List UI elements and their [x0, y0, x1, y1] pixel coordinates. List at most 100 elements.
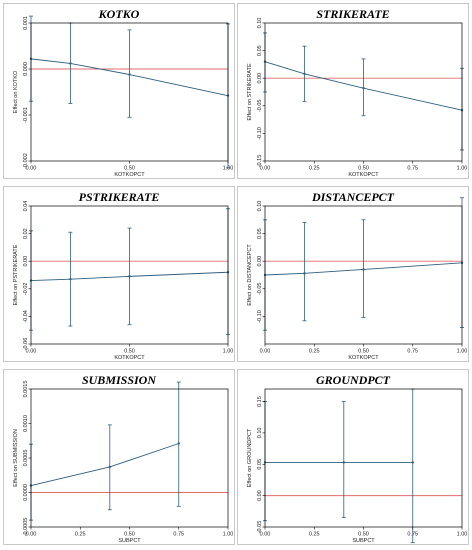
y-tick-label: 0.04	[23, 201, 29, 212]
y-tick-label: 0.02	[23, 228, 29, 239]
y-axis-label: Effect on KOTKO	[13, 70, 19, 113]
data-point	[128, 275, 131, 278]
series-line	[30, 443, 179, 487]
x-tick-label: 0.25	[309, 166, 320, 172]
data-point	[69, 277, 72, 281]
x-tick-label: 0.50	[358, 166, 369, 172]
y-tick-label: -0.05	[257, 521, 263, 534]
y-tick-label: 0.0000	[23, 484, 29, 501]
x-tick-label: 0.00	[260, 532, 271, 538]
x-axis-label: KOTKOPCT	[114, 172, 145, 178]
panel-title: PSTRIKERATE	[78, 190, 160, 204]
x-tick-label: 0.75	[407, 532, 418, 538]
x-tick-label: 0.75	[407, 349, 418, 355]
x-tick-label: 1.00	[457, 532, 468, 538]
x-tick-label: 0.00	[26, 349, 37, 355]
y-tick-label: 0.00	[257, 490, 263, 501]
y-tick-label: -0.05	[257, 283, 263, 296]
x-tick-label: 0.00	[260, 349, 271, 355]
y-tick-label: 0.10	[257, 201, 263, 212]
plot-frame	[264, 388, 463, 528]
x-tick-label: 0.25	[309, 532, 320, 538]
distancepct-plot: 0.00 0.25 0.50 0.75 1.00 0.10 0.05 0.00 -0.05 -0.…	[247, 197, 468, 361]
panel-pstrikerate: PSTRIKERATE 0.00 0.50 1.00 0.04 0.02 0.00 -0.0…	[3, 186, 235, 362]
y-tick-label: -0.10	[257, 127, 263, 140]
panel-groundpct: GROUNDPCT 0.00 0.25 0.50 0.75 1.00 0.15 0.10 0.…	[237, 369, 469, 545]
x-tick-label: 0.75	[173, 532, 184, 538]
x-axis-label: SUBPCT	[352, 538, 375, 544]
y-tick-label: 0.00	[257, 73, 263, 84]
y-axis-label: Effect on SUBMISSION	[13, 429, 19, 487]
panel-title: STRIKERATE	[316, 7, 390, 21]
x-tick-label: 0.50	[124, 166, 135, 172]
x-axis-label: KOTKOPCT	[348, 355, 379, 361]
y-tick-label: 0.0015	[23, 381, 29, 398]
data-point	[362, 268, 365, 271]
submission-plot: 0.00 0.25 0.50 0.75 1.00 0.0015 0.0010 0.0005 0.…	[13, 381, 234, 544]
series-line	[30, 58, 229, 97]
y-tick-label: -0.002	[23, 153, 29, 169]
y-tick-label: 0.00	[23, 256, 29, 267]
y-axis-label: Effect on STRIKERATE	[247, 63, 253, 121]
y-tick-label: -0.05	[257, 100, 263, 113]
panel-title: GROUNDPCT	[316, 373, 390, 387]
y-tick-label: 0.15	[257, 396, 263, 407]
y-tick-label: 0.05	[257, 459, 263, 470]
kotko-plot: 0.00 0.50 1.00 0.001 0.000 -0.001 -0.002 KOTKOP…	[13, 15, 234, 178]
x-tick-label: 0.50	[124, 349, 135, 355]
data-point	[342, 461, 345, 464]
y-tick-label: -0.10	[257, 310, 263, 323]
y-tick-label: 0.001	[23, 16, 29, 30]
series-line	[264, 262, 463, 276]
y-tick-label: 0.00	[257, 256, 263, 267]
panel-kotko: KOTKO 0.00 0.50 1.00 0.001 0.000 -0.001 -0.002…	[3, 3, 235, 179]
data-point	[108, 465, 112, 469]
panel-title: SUBMISSION	[81, 373, 157, 387]
x-tick-label: 0.50	[124, 532, 135, 538]
y-axis-label: Effect on DISTANCEPCT	[247, 244, 253, 306]
x-tick-label: 1.00	[223, 166, 234, 172]
y-tick-label: -0.04	[23, 310, 29, 323]
x-axis-label: SUBPCT	[118, 538, 141, 544]
y-tick-label: 0.05	[257, 228, 263, 239]
data-point	[303, 72, 306, 75]
panel-distancepct: DISTANCEPCT 0.00 0.25 0.50 0.75 1.00 0.10 0.05…	[237, 186, 469, 362]
x-tick-label: 0.50	[358, 532, 369, 538]
pstrikerate-plot: 0.00 0.50 1.00 0.04 0.02 0.00 -0.02 -0.04 -0.06 K…	[13, 201, 234, 361]
y-tick-label: -0.001	[23, 107, 29, 123]
x-tick-label: 0.25	[75, 532, 86, 538]
y-tick-label: -0.0005	[23, 518, 29, 537]
y-tick-label: 0.10	[257, 428, 263, 439]
x-tick-label: 1.00	[223, 532, 234, 538]
data-point	[362, 86, 365, 90]
y-tick-label: -0.06	[23, 338, 29, 351]
series-line	[264, 61, 463, 111]
data-point	[128, 73, 131, 76]
panel-title: KOTKO	[98, 7, 140, 21]
x-tick-label: 0.75	[407, 166, 418, 172]
y-tick-label: -0.15	[257, 155, 263, 168]
x-tick-label: 0.25	[309, 349, 320, 355]
y-tick-label: 0.0005	[23, 450, 29, 467]
panel-title: DISTANCEPCT	[311, 190, 395, 204]
x-tick-label: 0.00	[260, 166, 271, 172]
series-line	[30, 271, 229, 281]
data-point	[303, 272, 306, 275]
x-tick-label: 1.00	[457, 349, 468, 355]
plot-frame	[30, 388, 229, 528]
y-axis-label: Effect on PSTRIKERATE	[13, 244, 19, 305]
panel-strikerate: STRIKERATE 0.00 0.25 0.50 0.75 1.00 0.10 0.05 0…	[237, 3, 469, 179]
x-tick-label: 0.00	[26, 166, 37, 172]
x-axis-label: KOTKOPCT	[114, 355, 145, 361]
data-point	[177, 442, 180, 445]
x-tick-label: 1.00	[457, 166, 468, 172]
y-tick-label: 0.05	[257, 45, 263, 56]
x-tick-label: 1.00	[223, 349, 234, 355]
y-tick-label: 0.10	[257, 18, 263, 29]
x-tick-label: 0.50	[358, 349, 369, 355]
x-axis-label: KOTKOPCT	[348, 172, 379, 178]
groundpct-plot: 0.00 0.25 0.50 0.75 1.000.150.100.050.00-0.0…	[247, 388, 468, 544]
x-tick-label: 0.00	[26, 532, 37, 538]
y-tick-label: 0.000	[23, 62, 29, 76]
y-axis-label: Effect on GROUNDPCT	[247, 428, 253, 487]
